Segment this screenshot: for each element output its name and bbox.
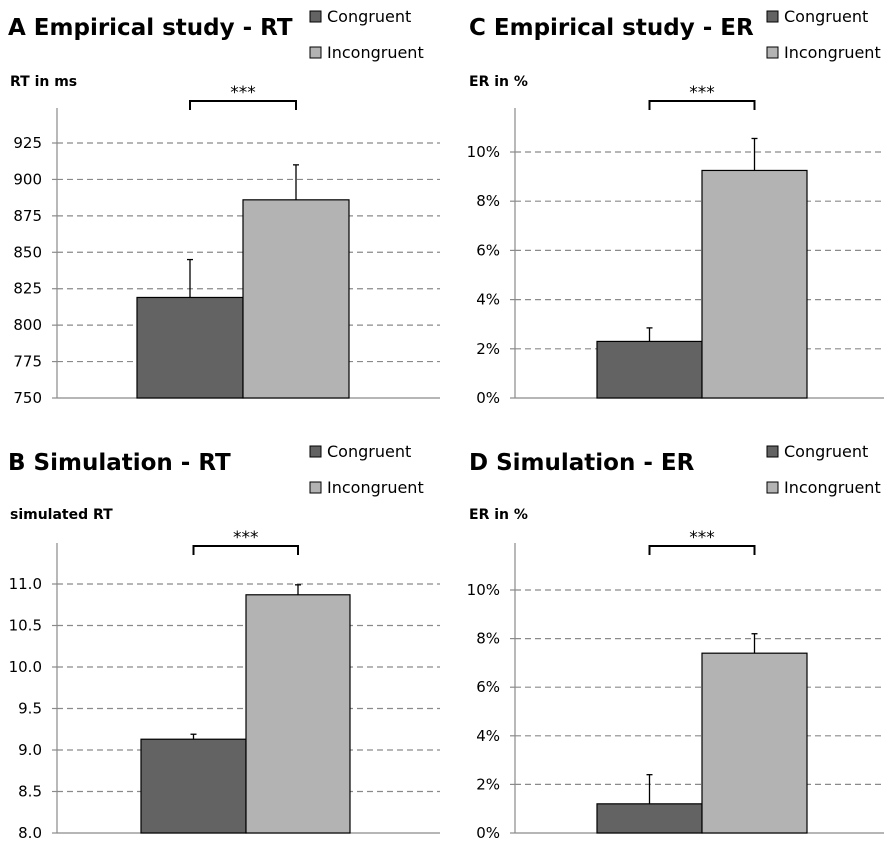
y-tick-label: 8% [476, 192, 500, 210]
y-tick-label: 10.5 [9, 617, 42, 635]
significance-bracket [189, 100, 297, 110]
panel-title: C Empirical study - ER [469, 15, 754, 41]
legend-swatch-congruent [309, 10, 322, 23]
y-tick-label: 6% [476, 678, 500, 696]
panel-c: C Empirical study - ER ER in % Congruent In… [467, 7, 884, 407]
significance-bracket [192, 545, 299, 555]
legend-label-congruent: Congruent [327, 442, 411, 461]
panel-title: B Simulation - RT [8, 450, 231, 476]
y-tick-label: 6% [476, 241, 500, 259]
y-tick-label: 8% [476, 630, 500, 648]
significance-label: *** [230, 83, 256, 103]
significance-label: *** [689, 83, 715, 103]
y-tick-label: 875 [13, 207, 42, 225]
y-tick-label: 925 [13, 134, 42, 152]
y-tick-label: 9.5 [18, 700, 42, 718]
y-axis-label: simulated RT [10, 507, 113, 523]
y-tick-label: 4% [476, 291, 500, 309]
legend-label-incongruent: Incongruent [327, 43, 424, 62]
y-tick-label: 0% [476, 824, 500, 842]
y-tick-label: 11.0 [9, 575, 42, 593]
y-tick-label: 10.0 [9, 658, 42, 676]
y-axis-label: ER in % [469, 507, 528, 523]
y-tick-label: 10% [467, 143, 500, 161]
y-tick-label: 800 [13, 316, 42, 334]
significance-bracket [648, 100, 756, 110]
y-tick-label: 2% [476, 340, 500, 358]
legend-label-incongruent: Incongruent [327, 478, 424, 497]
legend-label-congruent: Congruent [784, 7, 868, 26]
legend-swatch-incongruent [766, 481, 779, 494]
y-tick-label: 4% [476, 727, 500, 745]
legend-swatch-incongruent [309, 46, 322, 59]
panel-d: D Simulation - ER ER in % Congruent Incongr… [467, 442, 884, 842]
legend-swatch-incongruent [766, 46, 779, 59]
panel-title: D Simulation - ER [469, 450, 695, 476]
significance-bracket [648, 545, 756, 555]
bar-incongruent [245, 594, 351, 834]
legend-swatch-congruent [766, 10, 779, 23]
y-tick-label: 825 [13, 280, 42, 298]
panel-title: A Empirical study - RT [8, 15, 293, 41]
panel-a: A Empirical study - RT RT in ms Congruent I… [8, 7, 440, 407]
bar-incongruent [701, 652, 808, 834]
legend-label-congruent: Congruent [327, 7, 411, 26]
y-tick-label: 850 [13, 243, 42, 261]
y-axis-label: ER in % [469, 74, 528, 90]
bar-congruent [596, 340, 703, 399]
significance-label: *** [233, 528, 259, 548]
y-tick-label: 10% [467, 581, 500, 599]
legend-label-congruent: Congruent [784, 442, 868, 461]
bar-congruent [140, 738, 247, 834]
y-tick-label: 8.5 [18, 783, 42, 801]
legend-swatch-congruent [766, 445, 779, 458]
y-axis-label: RT in ms [10, 74, 77, 90]
y-tick-label: 900 [13, 170, 42, 188]
y-tick-label: 750 [13, 389, 42, 407]
y-tick-label: 0% [476, 389, 500, 407]
y-tick-label: 775 [13, 353, 42, 371]
y-tick-label: 2% [476, 775, 500, 793]
y-tick-label: 8.0 [18, 824, 42, 842]
legend-swatch-congruent [309, 445, 322, 458]
legend-swatch-incongruent [309, 481, 322, 494]
bar-congruent [136, 296, 244, 399]
bar-congruent [596, 803, 703, 834]
bar-incongruent [242, 199, 350, 399]
legend-label-incongruent: Incongruent [784, 43, 881, 62]
bar-incongruent [701, 169, 808, 399]
y-tick-label: 9.0 [18, 741, 42, 759]
significance-label: *** [689, 528, 715, 548]
panel-b: B Simulation - RT simulated RT Congruent In… [8, 442, 440, 842]
legend-label-incongruent: Incongruent [784, 478, 881, 497]
